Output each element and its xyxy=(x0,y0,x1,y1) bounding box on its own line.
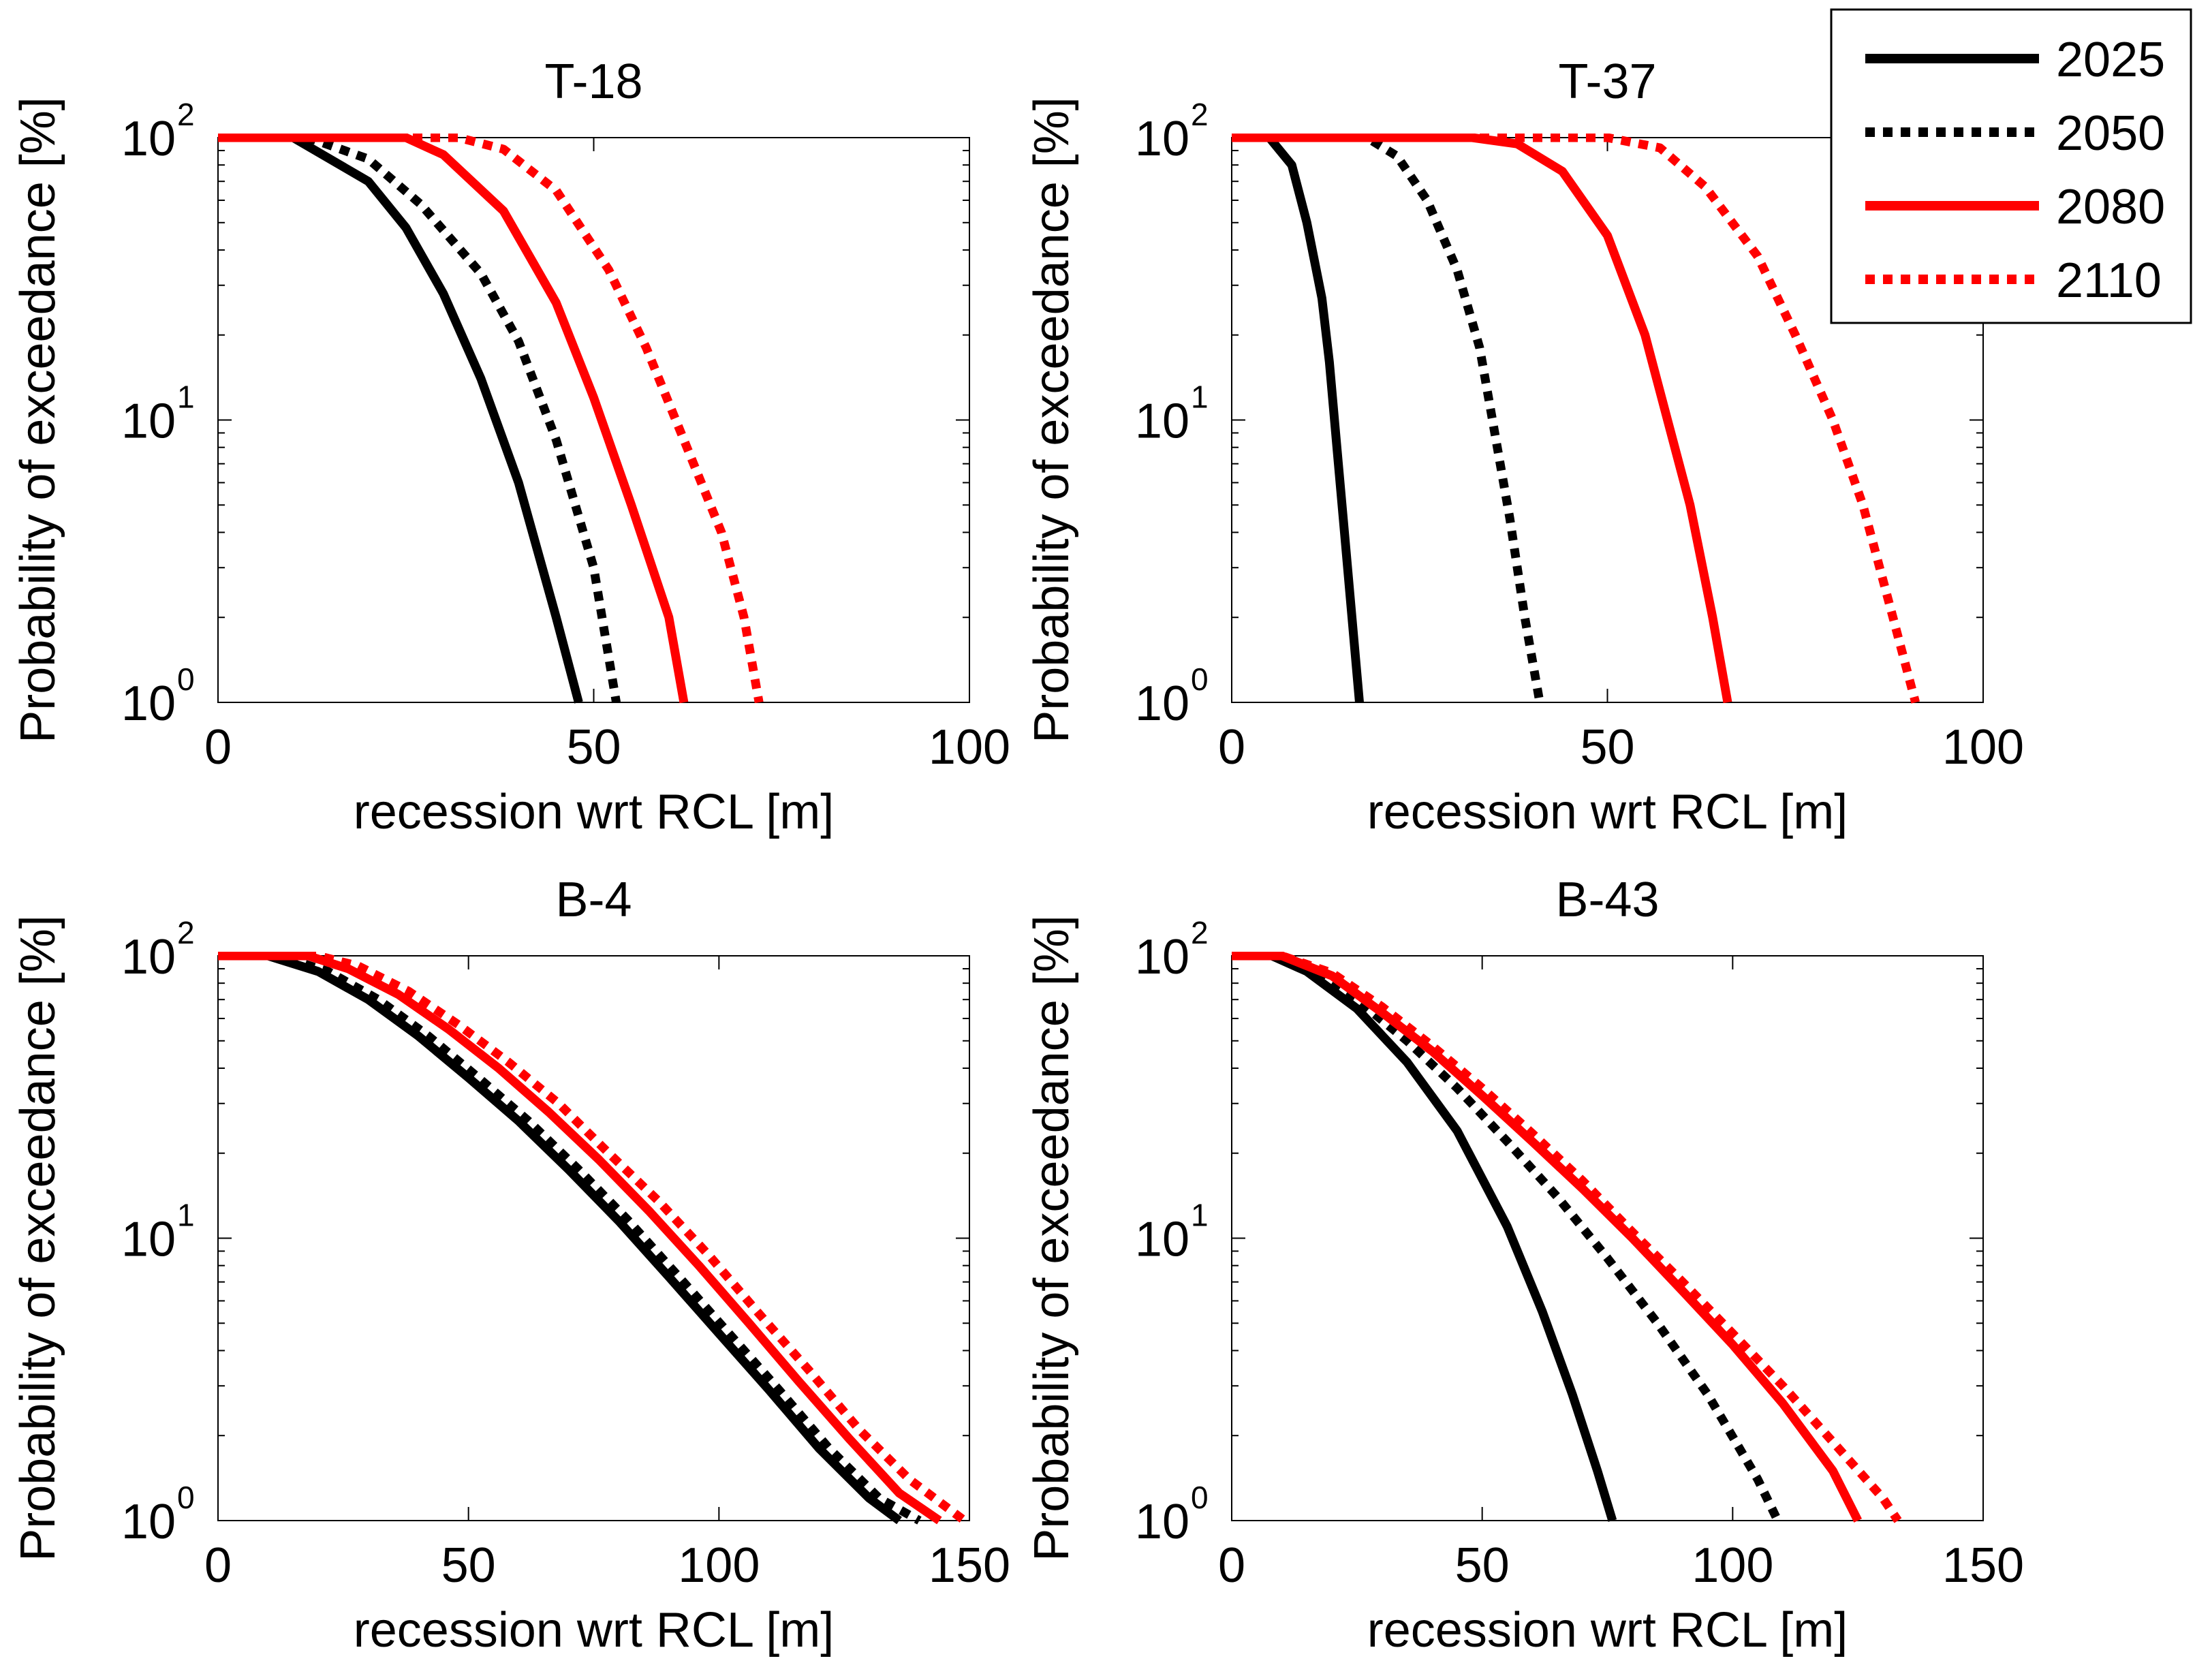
y-tick-label: 10 xyxy=(121,676,176,731)
x-tick-label: 50 xyxy=(441,1538,496,1593)
y-tick-exponent: 2 xyxy=(177,97,195,132)
y-tick-label: 10 xyxy=(121,1213,176,1267)
y-tick-label: 10 xyxy=(121,394,176,449)
plot-frame xyxy=(217,137,970,703)
series-line-2050 xyxy=(1232,134,1544,704)
x-axis-label: recession wrt RCL [m] xyxy=(354,1603,834,1658)
legend-label-2080: 2080 xyxy=(2056,180,2165,234)
x-tick-label: 100 xyxy=(678,1538,760,1593)
x-tick-label: 150 xyxy=(1942,1538,2024,1593)
x-tick-label: 50 xyxy=(1580,720,1634,775)
y-tick-label: 10 xyxy=(1135,1213,1189,1267)
x-tick-label: 150 xyxy=(929,1538,1010,1593)
series-line-2050 xyxy=(218,952,922,1525)
y-tick-exponent: 1 xyxy=(1191,379,1209,415)
y-tick-exponent: 0 xyxy=(1191,1480,1209,1515)
y-axis-label: Probability of exceedance [%] xyxy=(11,915,65,1561)
y-tick-exponent: 1 xyxy=(177,1198,195,1233)
x-axis-label: recession wrt RCL [m] xyxy=(1367,785,1848,839)
y-axis-label: Probability of exceedance [%] xyxy=(1025,915,1079,1561)
y-tick-label: 10 xyxy=(121,930,176,984)
chart-title: T-18 xyxy=(544,55,642,109)
x-tick-label: 0 xyxy=(204,720,232,775)
y-tick-exponent: 0 xyxy=(177,1480,195,1515)
y-tick-label: 10 xyxy=(1135,676,1189,731)
x-tick-label: 100 xyxy=(929,720,1010,775)
legend-label-2050: 2050 xyxy=(2056,106,2165,161)
chart-title: B-43 xyxy=(1555,873,1659,927)
chart-title: T-37 xyxy=(1558,55,1656,109)
series-line-2080 xyxy=(218,134,689,704)
y-tick-exponent: 0 xyxy=(177,662,195,697)
chart-title: B-4 xyxy=(555,873,632,927)
series-line-2050 xyxy=(218,134,621,704)
y-tick-label: 10 xyxy=(121,1495,176,1549)
x-tick-label: 50 xyxy=(1455,1538,1510,1593)
plot-frame xyxy=(217,955,970,1521)
y-tick-exponent: 1 xyxy=(177,379,195,415)
legend-label-2110: 2110 xyxy=(2056,253,2162,308)
x-axis-label: recession wrt RCL [m] xyxy=(354,785,834,839)
y-tick-label: 10 xyxy=(1135,1495,1189,1549)
series-line-2110 xyxy=(1232,134,1920,704)
series-line-2110 xyxy=(1232,952,1902,1523)
x-tick-label: 0 xyxy=(1218,720,1245,775)
y-tick-exponent: 2 xyxy=(177,915,195,950)
y-axis-label: Probability of exceedance [%] xyxy=(11,97,65,743)
y-tick-exponent: 2 xyxy=(1191,915,1209,950)
y-tick-label: 10 xyxy=(1135,930,1189,984)
x-axis-label: recession wrt RCL [m] xyxy=(1367,1603,1848,1658)
y-axis-label: Probability of exceedance [%] xyxy=(1025,97,1079,743)
y-tick-label: 10 xyxy=(121,112,176,166)
series-line-2080 xyxy=(1232,134,1732,704)
y-tick-exponent: 2 xyxy=(1191,97,1209,132)
series-line-2025 xyxy=(1232,952,1617,1522)
series-line-2025 xyxy=(218,952,902,1525)
y-tick-label: 10 xyxy=(1135,112,1189,166)
x-tick-label: 0 xyxy=(204,1538,232,1593)
series-line-2025 xyxy=(1232,134,1364,703)
legend: 2025 2050 2080 2110 xyxy=(1830,8,2192,324)
x-tick-label: 100 xyxy=(1692,1538,1773,1593)
x-tick-label: 100 xyxy=(1942,720,2024,775)
y-tick-exponent: 1 xyxy=(1191,1198,1209,1233)
series-line-2110 xyxy=(218,952,967,1525)
series-line-2025 xyxy=(218,134,583,704)
x-tick-label: 0 xyxy=(1218,1538,1245,1593)
plot-frame xyxy=(1231,955,1984,1521)
y-tick-label: 10 xyxy=(1135,394,1189,449)
x-tick-label: 50 xyxy=(566,720,621,775)
series-line-2080 xyxy=(218,952,942,1525)
legend-label-2025: 2025 xyxy=(2056,33,2165,87)
y-tick-exponent: 0 xyxy=(1191,662,1209,697)
